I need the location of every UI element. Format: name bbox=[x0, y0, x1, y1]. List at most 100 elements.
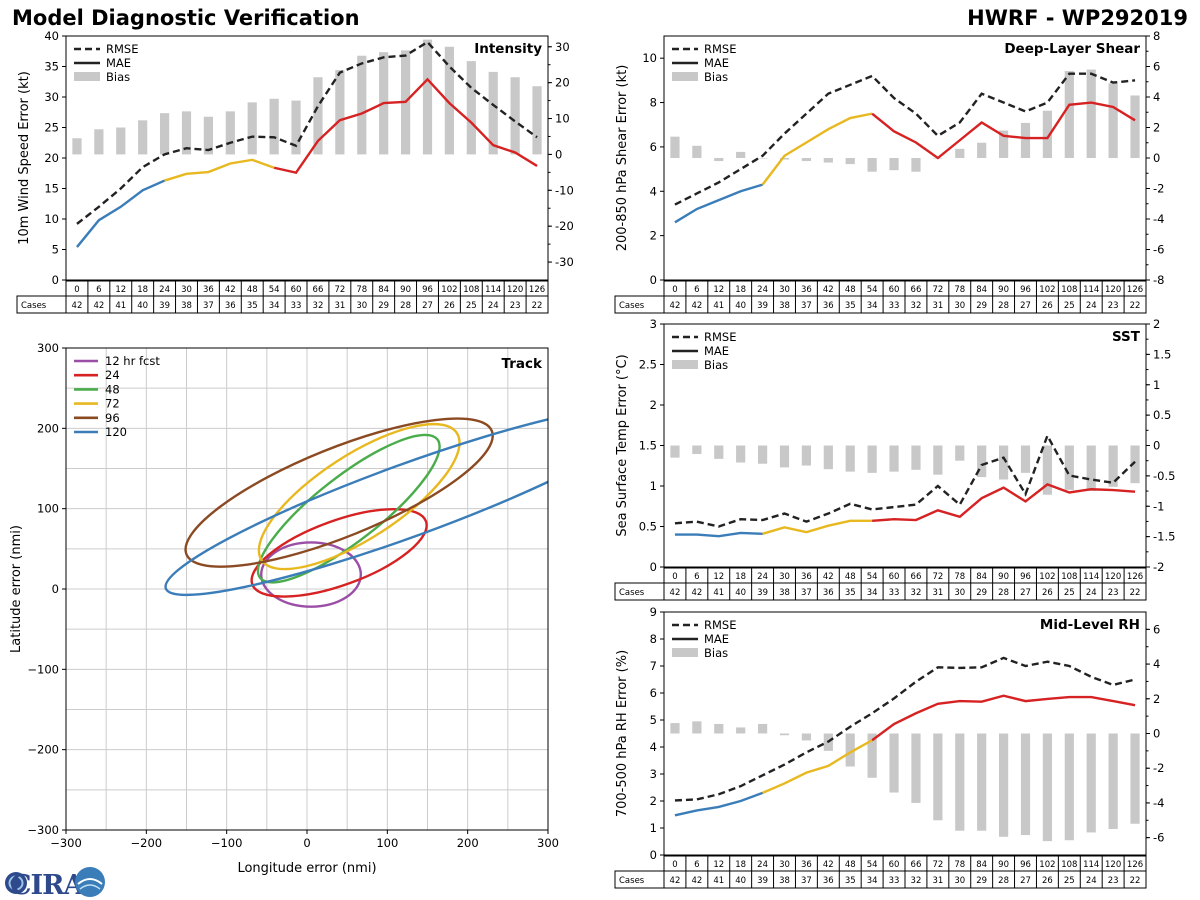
legend-mae-label: MAE bbox=[704, 632, 729, 646]
bias-bar bbox=[692, 721, 702, 734]
y2-tick-label: -1.5 bbox=[1153, 530, 1175, 544]
bias-bar bbox=[1020, 122, 1031, 158]
y-tick-label: 6 bbox=[650, 686, 657, 700]
bias-bar bbox=[911, 733, 921, 803]
bias-bar bbox=[823, 445, 833, 470]
bias-bar bbox=[1086, 445, 1096, 492]
y-axis-label: 700-500 hPa RH Error (%) bbox=[615, 650, 630, 817]
case-count: 31 bbox=[932, 588, 943, 598]
lead-time-label: 0 bbox=[74, 285, 79, 295]
legend-label-2: 48 bbox=[105, 382, 120, 396]
legend-label-5: 120 bbox=[105, 425, 127, 439]
case-count: 36 bbox=[823, 588, 834, 598]
bias-bar bbox=[998, 445, 1009, 480]
lead-time-label: 66 bbox=[911, 860, 922, 870]
bias-bar bbox=[313, 77, 323, 155]
y2-tick-label: -2 bbox=[1153, 182, 1164, 196]
legend-mae-label: MAE bbox=[704, 56, 729, 70]
y2-tick-label: -2 bbox=[1153, 761, 1164, 775]
y-tick-label: 5 bbox=[650, 713, 657, 727]
y-tick-label: 25 bbox=[44, 121, 59, 135]
case-count: 42 bbox=[691, 876, 702, 886]
case-count: 37 bbox=[801, 588, 812, 598]
y2-tick-label: 1 bbox=[1153, 378, 1160, 392]
bias-bar bbox=[1064, 71, 1074, 158]
y-tick-label: 8 bbox=[650, 96, 657, 110]
mae-line-54-126h bbox=[871, 101, 1136, 160]
mae-line-0-24h bbox=[674, 791, 764, 817]
lead-time-label: 114 bbox=[1083, 860, 1099, 870]
lead-time-label: 126 bbox=[529, 285, 545, 295]
y-axis-label: 10m Wind Speed Error (kt) bbox=[17, 71, 32, 245]
lead-time-label: 54 bbox=[867, 572, 878, 582]
lead-time-label: 0 bbox=[672, 285, 677, 295]
y-tick-label: 3 bbox=[650, 767, 657, 781]
y-tick-label: 20 bbox=[44, 151, 59, 165]
bias-bar bbox=[72, 138, 82, 155]
y-tick-label: 3 bbox=[650, 317, 657, 331]
y2-tick-label: 10 bbox=[555, 112, 570, 126]
lead-time-label: 36 bbox=[801, 285, 812, 295]
lead-time-label: 6 bbox=[694, 860, 699, 870]
mae-line-0-24h bbox=[674, 183, 763, 224]
bias-bar bbox=[670, 723, 680, 734]
lead-time-label: 0 bbox=[672, 572, 677, 582]
lead-time-label: 12 bbox=[713, 285, 724, 295]
legend-rmse-label: RMSE bbox=[106, 42, 138, 56]
case-count: 40 bbox=[735, 301, 746, 311]
lead-time-label: 54 bbox=[867, 285, 878, 295]
track-ellipse-12h bbox=[260, 541, 363, 608]
y2-tick-label: 1.5 bbox=[1153, 347, 1171, 361]
lead-time-label: 126 bbox=[1127, 860, 1143, 870]
mae-line-24-54h bbox=[762, 739, 873, 795]
lead-time-label: 126 bbox=[1127, 285, 1143, 295]
lead-time-label: 48 bbox=[845, 860, 856, 870]
lead-time-label: 120 bbox=[1105, 572, 1121, 582]
case-count: 32 bbox=[911, 588, 922, 598]
bias-bar bbox=[692, 145, 702, 158]
case-count: 25 bbox=[1064, 588, 1075, 598]
case-count: 28 bbox=[998, 301, 1009, 311]
bias-bar bbox=[422, 39, 433, 155]
lead-time-label: 102 bbox=[1039, 285, 1055, 295]
bias-bar bbox=[714, 445, 724, 459]
lead-time-label: 96 bbox=[1020, 285, 1031, 295]
bias-bar bbox=[203, 116, 214, 155]
y-tick-label: 1 bbox=[650, 479, 657, 493]
lead-time-label: 42 bbox=[823, 860, 834, 870]
case-count: 34 bbox=[867, 588, 878, 598]
bias-bar bbox=[116, 127, 126, 155]
x-tick-label: 100 bbox=[376, 836, 398, 850]
bias-bar bbox=[779, 158, 790, 160]
case-count: 38 bbox=[181, 301, 192, 311]
bias-bar bbox=[335, 70, 345, 155]
case-count: 27 bbox=[1020, 876, 1031, 886]
case-count: 23 bbox=[510, 301, 521, 311]
bias-bar bbox=[889, 158, 899, 171]
lead-time-label: 48 bbox=[845, 285, 856, 295]
lead-time-label: 114 bbox=[1083, 285, 1099, 295]
case-count: 42 bbox=[670, 301, 681, 311]
logo-globe-icon bbox=[75, 867, 105, 897]
legend-label-4: 96 bbox=[105, 411, 120, 425]
case-count: 28 bbox=[998, 588, 1009, 598]
bias-bar bbox=[736, 727, 746, 734]
lead-time-label: 30 bbox=[779, 860, 790, 870]
y-tick-label: 35 bbox=[44, 60, 59, 74]
case-count: 42 bbox=[670, 588, 681, 598]
y-tick-label: 200 bbox=[37, 421, 59, 435]
y2-tick-label: -6 bbox=[1153, 831, 1164, 845]
bias-bar bbox=[823, 158, 833, 163]
bias-bar bbox=[466, 61, 476, 155]
bias-bar bbox=[1130, 445, 1140, 484]
case-count: 39 bbox=[159, 301, 170, 311]
mae-line-24-54h bbox=[761, 112, 873, 186]
bias-bar bbox=[1108, 83, 1118, 158]
case-count: 30 bbox=[356, 301, 367, 311]
y-tick-label: 0 bbox=[650, 848, 657, 862]
bias-bar bbox=[845, 158, 855, 165]
bias-bar bbox=[911, 158, 921, 172]
rmse-line bbox=[76, 40, 538, 225]
bias-bar bbox=[1020, 733, 1031, 836]
y-tick-label: 2 bbox=[650, 229, 657, 243]
